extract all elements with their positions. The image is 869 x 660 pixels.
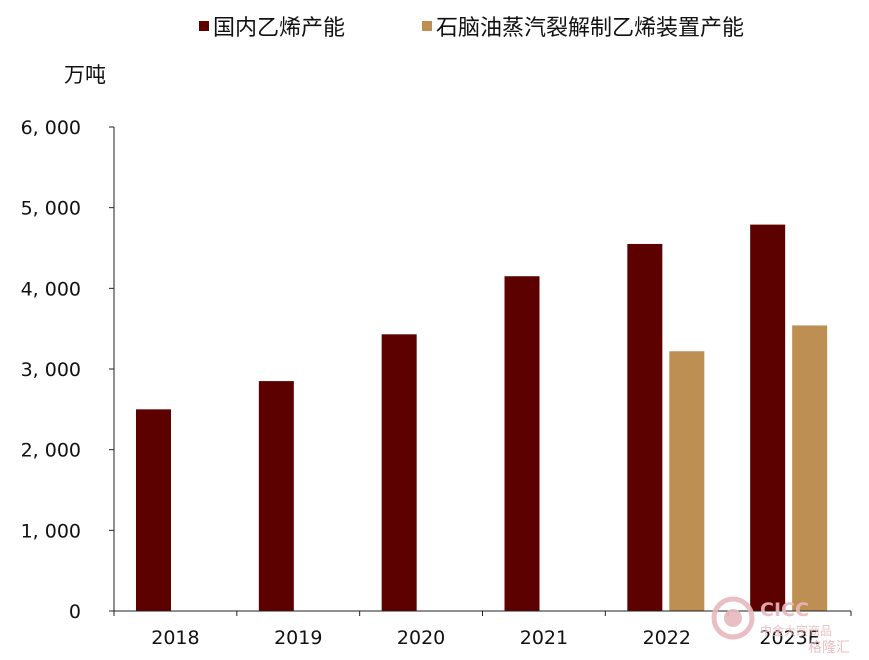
bar-domestic-capacity [627,243,663,611]
x-tick-label: 2018 [151,627,199,649]
bar-domestic-capacity [136,409,171,611]
watermark: CICC 中金大宗商品 格隆汇 [711,596,850,656]
bar-domestic-capacity [504,276,540,611]
x-tick-label: 2023E [759,627,819,649]
y-axis-unit: 万吨 [64,63,106,87]
legend: 国内乙烯产能 石脑油蒸汽裂解制乙烯装置产能 [199,16,744,41]
axes [109,126,852,616]
watermark-cicc: CICC [760,599,809,621]
legend-label-naphtha: 石脑油蒸汽裂解制乙烯装置产能 [436,16,744,41]
bar-domestic-capacity [381,334,417,611]
x-tick-label: 2019 [274,627,322,649]
y-tick-label: 4, 000 [21,278,81,300]
y-tick-labels: 0 1, 000 2, 000 3, 000 4, 000 5, 000 6, … [21,117,81,623]
watermark-logo-icon [711,596,755,640]
y-tick-label: 3, 000 [21,359,81,381]
x-tick-label: 2020 [397,627,445,649]
x-tick-label: 2021 [520,627,568,649]
bar-domestic-capacity [258,381,294,611]
x-tick-labels: 2018 2019 2020 2021 2022 2023E [151,627,820,649]
y-tick-label: 6, 000 [21,117,81,139]
legend-swatch-naphtha [422,21,432,31]
y-tick-label: 2, 000 [21,440,81,462]
y-tick-label: 1, 000 [21,520,81,542]
watermark-cicc-commodity: 中金大宗商品 [760,623,832,638]
x-tick-label: 2022 [643,627,691,649]
watermark-logo-inner-icon [724,609,742,627]
y-tick-label: 0 [69,601,81,623]
bar-naphtha-capacity [669,351,705,611]
legend-swatch-domestic [199,21,209,31]
bars [136,224,828,611]
bar-domestic-capacity [750,224,786,611]
legend-label-domestic: 国内乙烯产能 [213,16,345,41]
y-tick-label: 5, 000 [21,198,81,220]
bar-naphtha-capacity [792,325,828,611]
watermark-gelonghui: 格隆汇 [808,640,850,656]
